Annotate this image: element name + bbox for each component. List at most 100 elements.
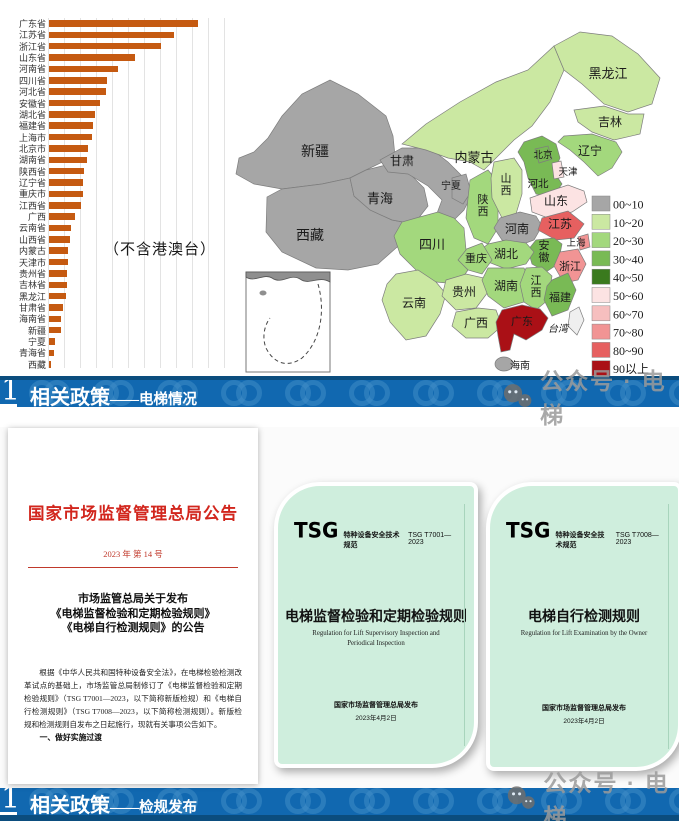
province-福建: [543, 272, 577, 317]
announcement-subtitle-line3: 《电梯自行检测规则》的公告: [61, 622, 205, 635]
province-label-湖南: 湖南: [494, 278, 518, 293]
legend-label: 10~20: [613, 216, 644, 230]
bar-row: 上海市: [2, 132, 230, 143]
bar: [49, 111, 96, 118]
tsg-date: 2023年4月2日: [563, 718, 605, 725]
announcement-title: 国家市场监督管理总局公告: [28, 504, 238, 523]
tsg-title-en: Regulation for Lift Supervisory Inspecti…: [312, 630, 440, 648]
wechat-watermark: 公众号 · 电梯: [502, 362, 679, 430]
bar-row: 黑龙江: [2, 291, 230, 302]
bar-rows: 广东省 江苏省 浙江省 山东省 河南省 四川省 河北省 安徽省 湖北省 福建省 上海市 北京市 湖南省陕…: [2, 14, 230, 370]
legend-label: 70~80: [613, 326, 644, 340]
province-bar-chart: 广东省 江苏省 浙江省 山东省 河南省 四川省 河北省 安徽省 湖北省 福建省 上海市 北京市 湖南省陕…: [2, 14, 230, 374]
legend-label: 00~10: [613, 198, 644, 212]
bar: [49, 270, 68, 277]
china-choropleth-map: 新疆 西藏 青海 甘肃 内蒙古 黑龙江 吉林 辽宁 宁夏 陕西 山西 河北 北京 天津 山东 河南 江苏 安徽 上海…: [230, 12, 679, 376]
bar-category-label: 贵州省: [18, 268, 46, 279]
announcement-subtitle-line2: 《电梯监督检验和定期检验规则》: [50, 607, 216, 620]
bar-category-label: 河南省: [18, 64, 46, 75]
tsg-code: TSG T7001—2023: [408, 532, 452, 546]
bar-row: 福建省: [2, 120, 230, 131]
bar-category-label: 福建省: [18, 121, 46, 132]
bar-row: 山西省: [2, 234, 230, 245]
province-label-甘肃: 甘肃: [390, 154, 414, 168]
province-吉林: [573, 105, 645, 141]
tsg-t7008-cover: TSG 特种设备安全技术规范 TSG T7008—2023 电梯自行检测规则 R…: [486, 482, 679, 771]
bar-row: 江西省: [2, 200, 230, 211]
tsg-date: 2023年4月2日: [355, 715, 397, 722]
province-label-海南: 海南: [510, 359, 530, 372]
bar-category-label: 安徽省: [18, 98, 46, 109]
bar-row: 天津市: [2, 257, 230, 268]
wechat-icon: [503, 384, 532, 408]
bar: [49, 133, 93, 141]
province-label-上海: 上海: [566, 237, 586, 249]
province-黑龙江: [553, 31, 661, 113]
province-label-河北: 河北: [528, 178, 549, 190]
bar: [49, 349, 54, 357]
province-广西: [451, 307, 503, 339]
section-number: 1: [1, 788, 21, 815]
bar: [49, 315, 62, 323]
province-label-新疆: 新疆: [301, 144, 329, 160]
tsg-spec-label: 特种设备安全技术规范: [555, 532, 605, 549]
bar-row: 陕西省: [2, 166, 230, 177]
bar-row: 广东省: [2, 18, 230, 29]
bar-row: 河南省: [2, 63, 230, 74]
bar: [49, 224, 71, 232]
bar-category-label: 浙江省: [18, 41, 46, 52]
province-label-广西: 广西: [464, 316, 488, 330]
bar: [49, 31, 174, 39]
slide-elevator-stats: 广东省 江苏省 浙江省 山东省 河南省 四川省 河北省 安徽省 湖北省 福建省 上海市 北京市 湖南省陕…: [0, 0, 679, 428]
banner-title: 相关政策: [30, 387, 110, 407]
announcement-body: 根据《中华人民共和国特种设备安全法》，在电梯检验检测改革试点的基础上，市场监管总…: [24, 667, 242, 729]
bar-row: 四川省: [2, 75, 230, 86]
banner-text: 相关政策——电梯情况: [30, 381, 197, 407]
bar-category-label: 山西省: [18, 234, 46, 245]
province-label-北京: 北京: [533, 149, 552, 161]
bar: [49, 54, 136, 61]
bar-category-label: 上海市: [18, 132, 46, 143]
samr-announcement-document: 国家市场监督管理总局公告 2023 年 第 14 号 市场监管总局关于发布 《电…: [8, 428, 258, 784]
province-广东: [495, 304, 549, 353]
tsg-header: TSG 特种设备安全技术规范 TSG T7008—2023: [490, 486, 678, 550]
legend-label: 80~90: [613, 344, 644, 358]
bar-row: 西藏: [2, 359, 230, 370]
bar: [49, 99, 101, 107]
banner-title: 相关政策: [30, 795, 110, 815]
banner-bottom-strip: [0, 815, 679, 821]
bar: [49, 88, 106, 95]
province-label-陕西: 陕西: [478, 192, 489, 218]
province-label-广东: 广东: [511, 315, 533, 328]
province-label-黑龙江: 黑龙江: [588, 66, 627, 81]
announcement-subtitle-line1: 市场监管总局关于发布: [78, 593, 188, 605]
province-label-云南: 云南: [402, 295, 426, 310]
bar-category-label: 山东省: [18, 53, 46, 64]
bar-category-label: 湖南省: [18, 155, 46, 166]
bar-category-label: 天津市: [18, 257, 46, 268]
bar-category-label: 江西省: [18, 200, 46, 211]
province-label-安徽: 安徽: [539, 238, 550, 264]
tsg-title: 电梯监督检验和定期检验规则: [285, 608, 467, 624]
province-辽宁: [557, 133, 623, 177]
tsg-header: TSG 特种设备安全技术规范 TSG T7001—2023: [278, 486, 474, 550]
bar-category-label: 青海省: [18, 348, 46, 359]
province-上海: [577, 233, 591, 251]
map-legend: 00~10 10~20 20~30 30~40 40~50 50~60 60~70 70~80…: [591, 195, 649, 376]
province-贵州: [441, 273, 489, 311]
province-label-福建: 福建: [549, 290, 571, 304]
announcement-subtitle: 市场监管总局关于发布 《电梯监督检验和定期检验规则》 《电梯自行检测规则》的公告: [8, 592, 258, 636]
bar-category-label: 甘肃省: [18, 302, 46, 313]
section-banner-2: 1 相关政策——检规发布: [0, 788, 679, 815]
tsg-title: 电梯自行检测规则: [528, 608, 640, 624]
south-china-sea-inset: [245, 271, 331, 373]
bar: [49, 20, 198, 27]
province-label-青海: 青海: [367, 191, 393, 206]
announcement-issue-no: 2023 年 第 14 号: [103, 549, 163, 559]
province-云南: [381, 269, 447, 341]
bar-row: 海南省: [2, 313, 230, 324]
banner-subtitle: ——电梯情况: [110, 392, 197, 407]
province-label-重庆: 重庆: [465, 251, 487, 265]
province-北京: [534, 145, 553, 164]
